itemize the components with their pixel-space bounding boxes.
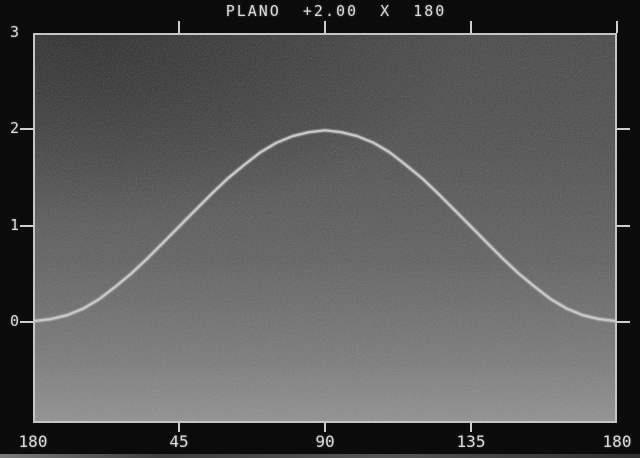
y-tick-mark-right [617,128,630,131]
plot-area [33,33,617,423]
scan-edge-strip [0,454,640,458]
power-curve [35,129,615,323]
x-tick-mark-bottom [470,423,472,432]
x-tick-mark-top [178,21,180,33]
x-tick-mark-top [470,21,472,33]
chart-title: PLANO +2.00 X 180 [225,2,447,20]
y-tick-mark-left [20,128,33,131]
y-tick-mark-right [617,320,630,323]
x-tick-mark-top [616,21,618,33]
power-curve-glow [35,127,615,324]
x-tick-label: 45 [169,432,189,451]
y-tick-mark-left [20,320,33,323]
x-tick-mark-bottom [324,423,326,432]
x-tick-label: 180 [602,432,632,451]
x-tick-mark-top [324,21,326,33]
y-tick-mark-right [617,224,630,227]
x-tick-label: 180 [18,432,48,451]
y-tick-label: 3 [9,23,19,41]
x-tick-label: 135 [456,432,486,451]
y-tick-label: 2 [9,119,19,138]
power-curve-canvas [35,127,615,324]
y-tick-label: 0 [9,311,19,330]
x-tick-mark-bottom [178,423,180,432]
y-tick-mark-left [20,224,33,227]
y-tick-label: 1 [9,215,19,234]
x-tick-label: 90 [315,432,335,451]
